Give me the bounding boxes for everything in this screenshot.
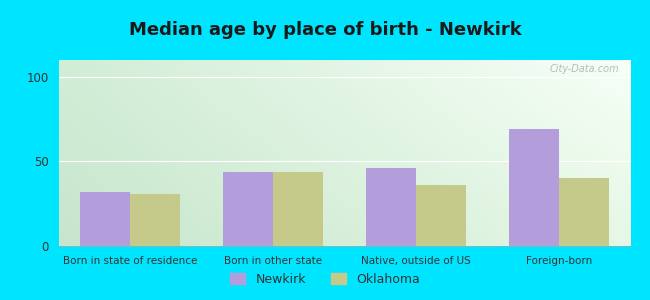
Bar (416, 185, 466, 246)
Bar (509, 129, 559, 246)
Legend: Newkirk, Oklahoma: Newkirk, Oklahoma (226, 268, 424, 291)
Bar (559, 178, 609, 246)
Text: Median age by place of birth - Newkirk: Median age by place of birth - Newkirk (129, 21, 521, 39)
Text: City-Data.com: City-Data.com (549, 64, 619, 74)
Bar (80, 192, 130, 246)
Bar (130, 194, 180, 246)
Bar (366, 168, 416, 246)
Bar (223, 172, 273, 246)
Bar (273, 172, 323, 246)
